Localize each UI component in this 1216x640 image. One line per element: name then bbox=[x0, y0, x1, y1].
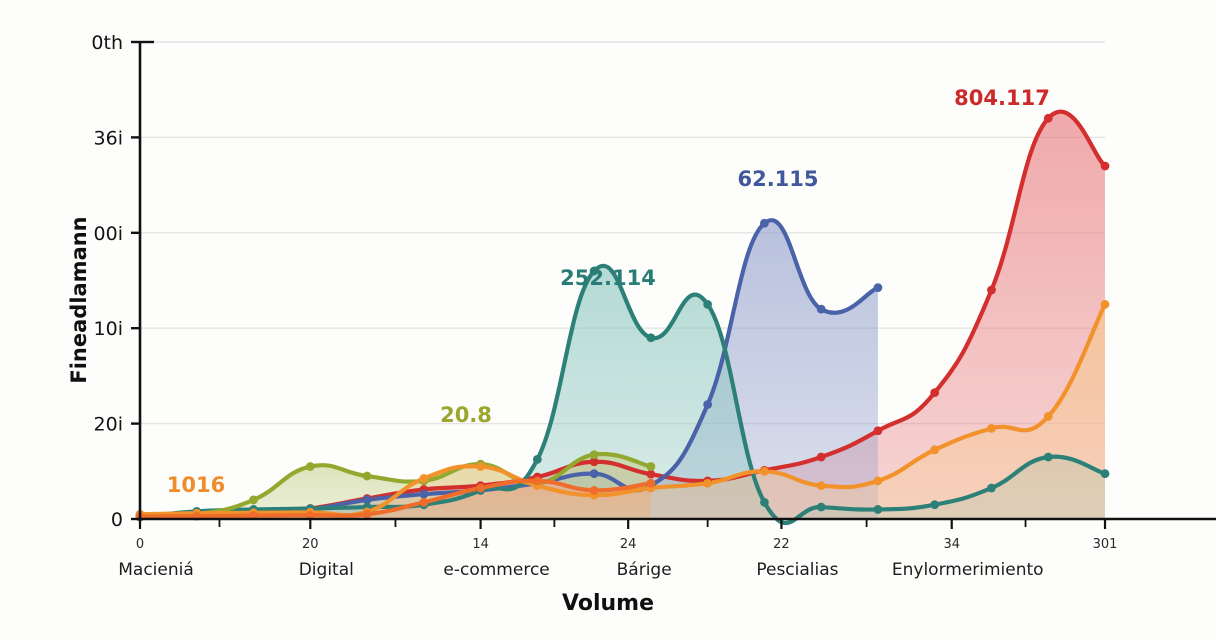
x-tick-labels-group: 0 Macieniá 20 Digital 14 e-commerce 24 Bárige 22… bbox=[118, 537, 1117, 580]
y-tick-label: 00i bbox=[94, 223, 123, 245]
data-point bbox=[930, 388, 940, 397]
data-point bbox=[816, 304, 826, 314]
data-point bbox=[419, 489, 429, 499]
data-label-blue-series: 62.115 bbox=[737, 167, 818, 191]
x-tick-number: 34 bbox=[943, 537, 960, 552]
y-tick-label: 20i bbox=[94, 414, 123, 436]
y-tick-label: 0th bbox=[91, 32, 123, 54]
data-point bbox=[419, 497, 429, 507]
y-tick-label: 10i bbox=[94, 318, 123, 340]
x-axis-title: Volume bbox=[562, 591, 654, 616]
data-point bbox=[703, 299, 713, 309]
x-category-label: Enylormerimiento bbox=[892, 560, 1044, 580]
data-point bbox=[930, 500, 940, 510]
axes-group bbox=[131, 40, 1216, 529]
data-point bbox=[1043, 452, 1053, 462]
data-point bbox=[589, 457, 599, 467]
data-point bbox=[987, 285, 996, 295]
data-point bbox=[1043, 412, 1053, 421]
data-point bbox=[760, 466, 769, 476]
data-point bbox=[816, 452, 826, 462]
data-point bbox=[760, 497, 769, 507]
data-point bbox=[305, 510, 315, 520]
data-point bbox=[987, 423, 996, 433]
data-point bbox=[249, 495, 258, 505]
series-line-teal-series bbox=[137, 263, 1108, 526]
series-area-orange-series bbox=[140, 304, 1105, 519]
data-point bbox=[646, 333, 656, 343]
x-tick-number: 301 bbox=[1093, 537, 1118, 552]
x-category-label: Macieniá bbox=[118, 560, 194, 580]
series-line-orange-dark-series bbox=[137, 478, 653, 519]
data-point bbox=[873, 426, 883, 436]
data-point bbox=[816, 502, 826, 512]
data-point bbox=[873, 505, 883, 514]
data-point bbox=[760, 218, 769, 228]
x-tick-number: 14 bbox=[472, 537, 489, 552]
data-point bbox=[305, 462, 315, 471]
data-point bbox=[419, 474, 429, 483]
x-tick-number: 0 bbox=[136, 537, 144, 552]
series-area-teal-series bbox=[140, 265, 1105, 524]
data-point bbox=[1100, 299, 1110, 309]
data-point bbox=[816, 481, 826, 491]
data-point bbox=[930, 445, 940, 455]
data-point bbox=[703, 478, 713, 488]
x-category-label: e-commerce bbox=[443, 560, 549, 580]
y-tick-label: 36i bbox=[94, 127, 123, 149]
data-point bbox=[1100, 469, 1110, 479]
data-point bbox=[987, 483, 996, 493]
data-label-teal-series: 252.114 bbox=[560, 266, 656, 290]
data-point bbox=[362, 471, 372, 481]
data-point bbox=[476, 462, 485, 471]
data-point bbox=[1043, 113, 1053, 123]
data-point bbox=[589, 485, 599, 495]
y-tick-labels-group: 0 20i 10i 00i 36i 0th bbox=[91, 32, 123, 531]
x-tick-number: 20 bbox=[302, 537, 319, 552]
data-label-red-series: 804.117 bbox=[954, 86, 1050, 110]
x-category-label: Bárige bbox=[617, 560, 672, 580]
data-point bbox=[873, 283, 883, 293]
y-axis-title: Fineadlamann bbox=[67, 216, 91, 383]
data-label-olive-series: 20.8 bbox=[440, 403, 492, 427]
data-point bbox=[589, 469, 599, 479]
data-point bbox=[476, 483, 485, 493]
data-point bbox=[532, 476, 542, 486]
data-point bbox=[589, 450, 599, 460]
data-point bbox=[1100, 161, 1110, 171]
x-category-label: Pescialias bbox=[756, 560, 838, 580]
data-label-orange-series: 1016 bbox=[167, 473, 225, 497]
data-point-labels-group: 804.117 62.115 252.114 20.8 1016 bbox=[167, 86, 1050, 497]
data-point bbox=[589, 266, 599, 276]
series-area-orange-dark-series bbox=[140, 480, 651, 519]
data-point bbox=[362, 495, 372, 505]
data-point bbox=[703, 400, 713, 409]
data-point bbox=[532, 454, 542, 464]
data-point bbox=[362, 509, 372, 519]
x-tick-number: 22 bbox=[773, 537, 790, 552]
data-point bbox=[646, 469, 656, 479]
y-tick-label: 0 bbox=[111, 509, 123, 531]
x-category-label: Digital bbox=[299, 560, 354, 580]
data-point bbox=[646, 478, 656, 488]
x-tick-number: 24 bbox=[620, 537, 637, 552]
series-line-olive-series bbox=[137, 451, 653, 519]
data-point bbox=[646, 462, 656, 471]
data-point bbox=[873, 476, 883, 486]
